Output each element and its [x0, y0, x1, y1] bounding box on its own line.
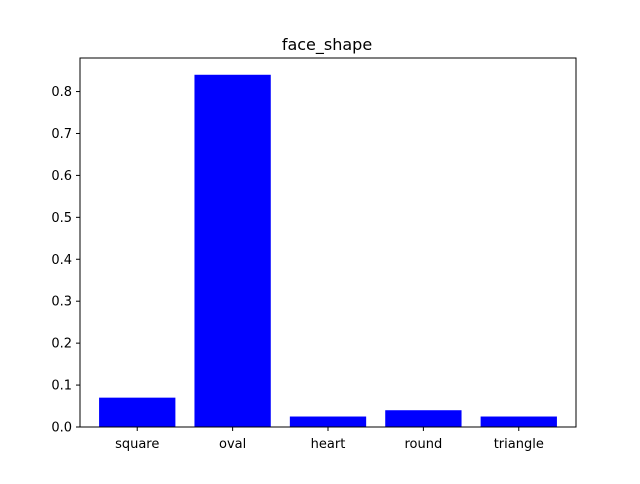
bar-group — [99, 74, 557, 428]
y-tick-label: 0.5 — [51, 211, 72, 226]
x-tick-label-square: square — [115, 437, 159, 452]
bar-square — [99, 397, 176, 427]
y-tick-label: 0.3 — [51, 295, 72, 310]
plot-frame — [79, 57, 577, 428]
x-tick-label-triangle: triangle — [494, 437, 544, 452]
x-axis: square oval heart round triangle — [115, 427, 544, 452]
y-tick-label: 0.1 — [51, 379, 72, 394]
y-tick-label: 0.0 — [51, 421, 72, 436]
x-tick-label-round: round — [405, 437, 443, 452]
y-tick-label: 0.8 — [51, 85, 72, 100]
x-tick-label-oval: oval — [219, 437, 246, 452]
bar-oval — [194, 74, 271, 428]
y-tick-label: 0.7 — [51, 127, 72, 142]
bar-triangle — [480, 416, 557, 427]
y-tick-label: 0.2 — [51, 337, 72, 352]
y-axis: 0.0 0.1 0.2 0.3 0.4 0.5 0.6 0.7 0.8 — [51, 85, 80, 436]
y-tick-label: 0.6 — [51, 169, 72, 184]
bar-heart — [289, 416, 367, 427]
y-tick-label: 0.4 — [51, 253, 72, 268]
bar-round — [385, 410, 462, 427]
x-tick-label-heart: heart — [311, 437, 346, 452]
chart-title: face_shape — [282, 35, 372, 55]
